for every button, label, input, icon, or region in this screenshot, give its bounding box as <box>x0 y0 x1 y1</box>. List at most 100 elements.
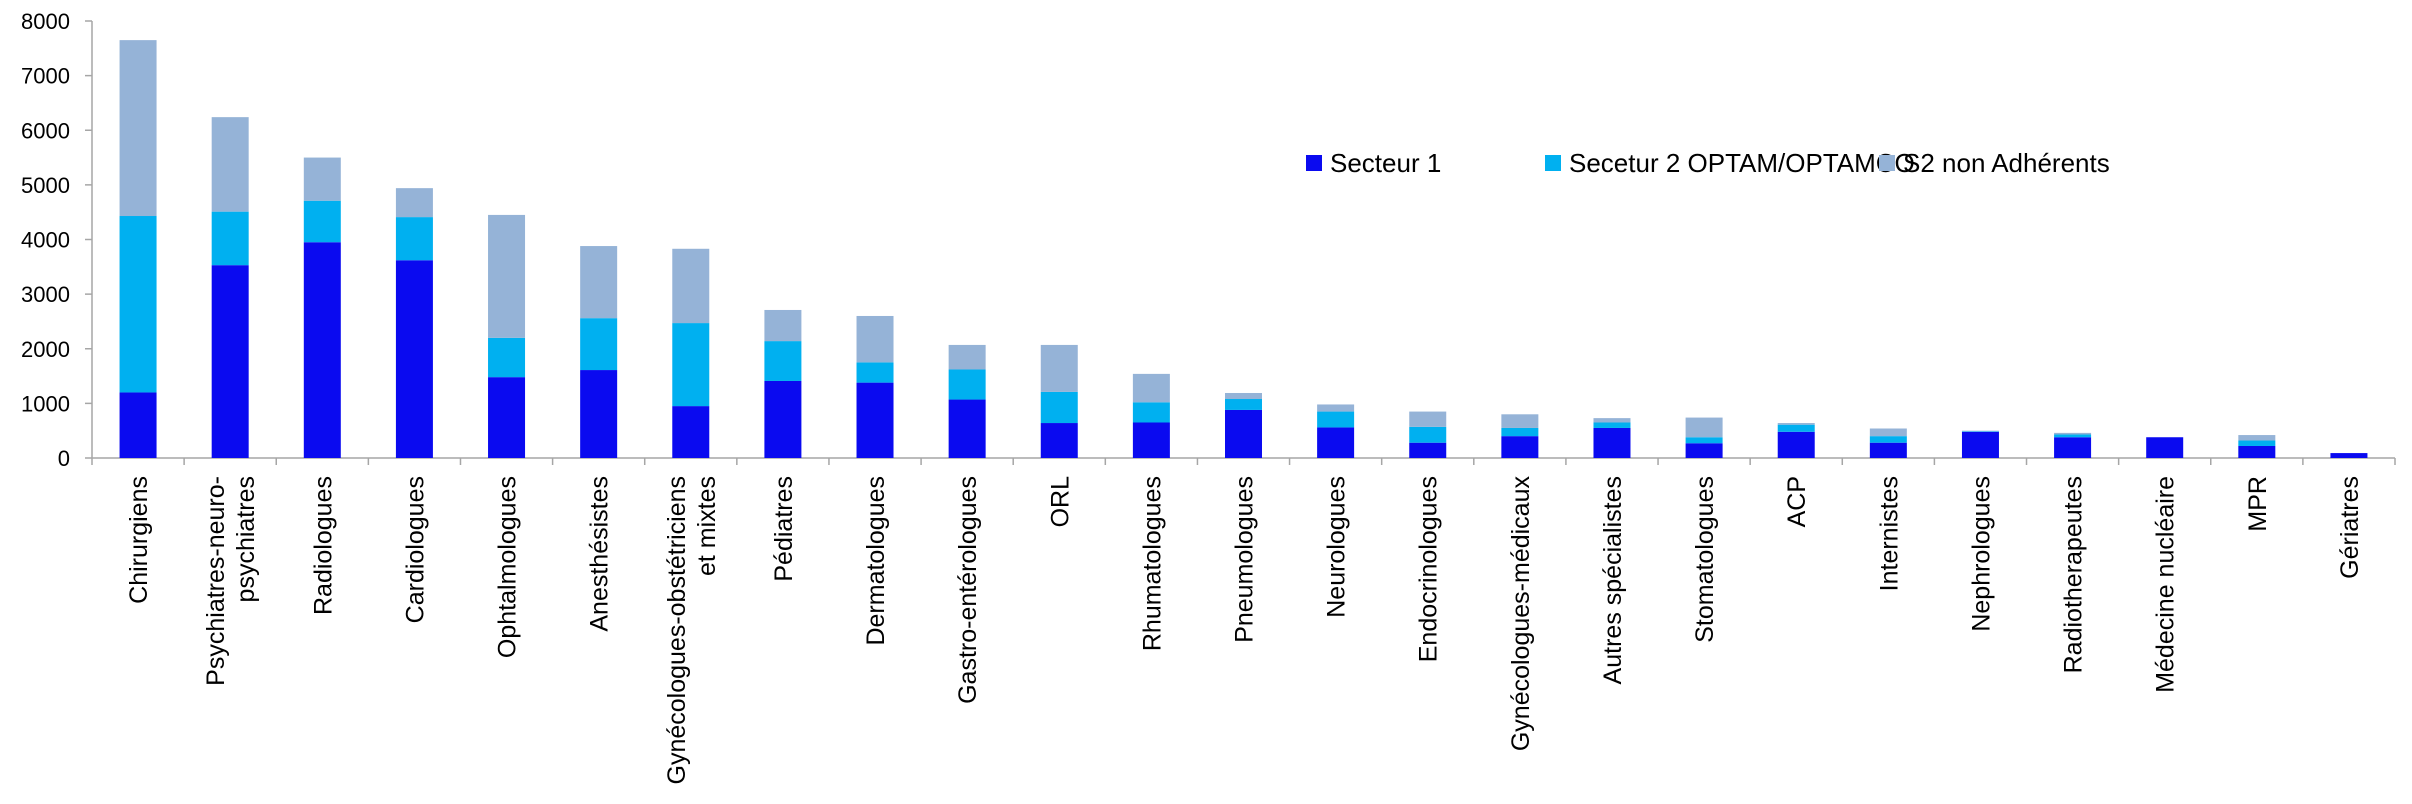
legend-label: Secetur 2 OPTAM/OPTAMCO <box>1569 148 1915 178</box>
bar-segment <box>488 377 526 458</box>
bar-segment <box>303 157 341 201</box>
bar-segment <box>580 318 618 371</box>
y-tick-label: 8000 <box>21 9 70 34</box>
bar-segment <box>1040 423 1078 458</box>
bar-segment <box>764 309 802 342</box>
bar-segment <box>580 246 618 319</box>
legend-entry: Secteur 1 <box>1306 148 1441 178</box>
category-label-line: Pneumologues <box>1231 476 1259 643</box>
y-tick-label: 1000 <box>21 391 70 416</box>
bar-segment <box>1501 414 1539 428</box>
bar-segment <box>2146 437 2184 458</box>
bar-segment <box>1317 404 1355 412</box>
bar-segment <box>1961 430 1999 432</box>
category-label: Chirurgiens <box>125 476 153 604</box>
bars <box>119 40 2368 458</box>
legend-swatch <box>1306 155 1322 171</box>
y-tick-label: 6000 <box>21 118 70 143</box>
category-labels: Chirurgiens Psychiatres-neuro-psychiatres… <box>125 476 2364 785</box>
y-tick-label: 4000 <box>21 228 70 253</box>
category-label-line: MPR <box>2244 476 2272 532</box>
bar-segment <box>1869 428 1907 437</box>
legend-swatch <box>1879 155 1895 171</box>
bar-segment <box>211 265 249 458</box>
bar-segment <box>2238 435 2276 441</box>
bar-segment <box>672 323 710 407</box>
category-label-line: Médecine nucléaire <box>2152 476 2180 693</box>
bar-segment <box>119 216 157 393</box>
bar-segment <box>764 341 802 381</box>
legend-swatch <box>1545 155 1561 171</box>
category-label: Pédiatres <box>770 476 798 582</box>
bar-segment <box>1409 426 1447 443</box>
category-label-line: Endocrinologues <box>1415 476 1443 662</box>
bar-segment <box>1225 399 1262 410</box>
category-label: Ophtalmologues <box>494 476 522 658</box>
bar-segment <box>1593 422 1631 428</box>
bar-segment <box>1961 431 1999 458</box>
bar-segment <box>1040 391 1078 424</box>
category-label-line: Radiotherapeutes <box>2060 476 2088 673</box>
category-label-line: Gastro-entérologues <box>954 476 982 704</box>
bar-segment <box>488 214 526 338</box>
bar-segment <box>1593 427 1631 458</box>
category-label-line: Nephrologues <box>1967 476 1995 632</box>
y-tick-label: 0 <box>58 446 70 471</box>
category-label: Internistes <box>1875 476 1903 591</box>
legend-label: Secteur 1 <box>1330 148 1441 178</box>
bar-segment <box>1132 373 1170 403</box>
bar-segment <box>1409 442 1447 458</box>
bar-segment <box>303 242 341 458</box>
bar-segment <box>856 362 894 383</box>
category-label-line: Rhumatologues <box>1138 476 1166 651</box>
y-tick-label: 3000 <box>21 282 70 307</box>
category-label: Rhumatologues <box>1138 476 1166 651</box>
bar-segment <box>948 399 986 458</box>
legend-label: S2 non Adhérents <box>1903 148 2110 178</box>
bar-segment <box>1869 442 1907 458</box>
bar-segment <box>1869 436 1907 443</box>
bar-segment <box>856 315 894 363</box>
bar-segment <box>1132 402 1170 423</box>
bar-segment <box>1777 431 1815 458</box>
category-label-line: Dermatologues <box>862 476 890 646</box>
category-label: Nephrologues <box>1967 476 1995 632</box>
category-label: Psychiatres-neuro-psychiatres <box>202 476 260 686</box>
bar-segment <box>2330 453 2368 458</box>
category-label-line: et mixtes <box>693 476 721 576</box>
y-tick-label: 2000 <box>21 337 70 362</box>
axes: 0 1000 2000 3000 4000 5000 6000 7000 8000 <box>21 9 2396 471</box>
bar-segment <box>1132 422 1170 458</box>
bar-segment <box>1501 427 1539 437</box>
category-label: Anesthésistes <box>586 476 614 632</box>
bar-segment <box>1685 437 1723 444</box>
category-label-line: Stomatologues <box>1691 476 1719 643</box>
bar-segment <box>856 382 894 458</box>
category-label-line: ORL <box>1046 476 1074 528</box>
category-label: Dermatologues <box>862 476 890 646</box>
legend-entry: Secetur 2 OPTAM/OPTAMCO <box>1545 148 1915 178</box>
bar-segment <box>119 40 157 217</box>
category-label-line: Neurologues <box>1323 476 1351 618</box>
bar-segment <box>2238 440 2276 446</box>
category-label-line: psychiatres <box>232 476 260 602</box>
bar-segment <box>1777 423 1815 425</box>
bar-segment <box>1225 392 1262 400</box>
category-label-line: Gériatres <box>2336 476 2364 579</box>
bar-segment <box>211 117 249 212</box>
category-label-line: Pédiatres <box>770 476 798 582</box>
category-label: Gériatres <box>2336 476 2364 579</box>
category-label-line: Chirurgiens <box>125 476 153 604</box>
category-label-line: Psychiatres-neuro- <box>202 476 230 686</box>
bar-segment <box>211 211 249 266</box>
category-label-line: ACP <box>1783 476 1811 527</box>
category-label-line: Radiologues <box>309 476 337 615</box>
category-label: Radiologues <box>309 476 337 615</box>
category-label-line: Gynécologues-obstétriciens <box>663 476 691 785</box>
category-label-line: Gynécologues-médicaux <box>1507 476 1535 752</box>
category-label: MPR <box>2244 476 2272 532</box>
bar-segment <box>119 392 157 458</box>
bar-segment <box>1501 436 1539 458</box>
